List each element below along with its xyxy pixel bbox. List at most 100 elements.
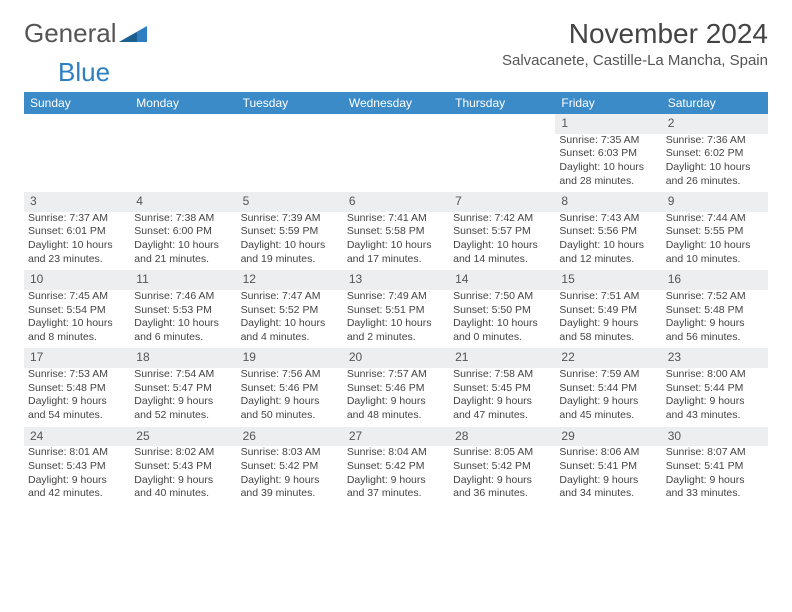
day-number-cell: 24	[24, 427, 130, 447]
day2-text: and 40 minutes.	[134, 487, 232, 501]
day1-text: Daylight: 9 hours	[666, 474, 764, 488]
sunrise-text: Sunrise: 7:58 AM	[453, 368, 551, 382]
day2-text: and 37 minutes.	[347, 487, 445, 501]
day2-text: and 8 minutes.	[28, 331, 126, 345]
day1-text: Daylight: 10 hours	[134, 317, 232, 331]
day-content-cell: Sunrise: 7:58 AMSunset: 5:45 PMDaylight:…	[449, 368, 555, 427]
day1-text: Daylight: 10 hours	[666, 161, 764, 175]
day-number-cell: 15	[555, 270, 661, 290]
sunset-text: Sunset: 6:00 PM	[134, 225, 232, 239]
day-number-cell: 22	[555, 348, 661, 368]
day-number-cell: 2	[662, 114, 768, 134]
day-number-row: 24252627282930	[24, 427, 768, 447]
day2-text: and 2 minutes.	[347, 331, 445, 345]
day1-text: Daylight: 9 hours	[134, 395, 232, 409]
day2-text: and 10 minutes.	[666, 253, 764, 267]
day2-text: and 43 minutes.	[666, 409, 764, 423]
day-content-cell: Sunrise: 7:46 AMSunset: 5:53 PMDaylight:…	[130, 290, 236, 349]
day2-text: and 56 minutes.	[666, 331, 764, 345]
day-content-row: Sunrise: 8:01 AMSunset: 5:43 PMDaylight:…	[24, 446, 768, 505]
day1-text: Daylight: 9 hours	[241, 474, 339, 488]
day1-text: Daylight: 10 hours	[241, 317, 339, 331]
day-number-cell: 6	[343, 192, 449, 212]
sunset-text: Sunset: 5:47 PM	[134, 382, 232, 396]
day1-text: Daylight: 9 hours	[347, 395, 445, 409]
day2-text: and 21 minutes.	[134, 253, 232, 267]
day2-text: and 52 minutes.	[134, 409, 232, 423]
day2-text: and 45 minutes.	[559, 409, 657, 423]
day1-text: Daylight: 9 hours	[347, 474, 445, 488]
sunset-text: Sunset: 5:53 PM	[134, 304, 232, 318]
day-number-cell: 8	[555, 192, 661, 212]
day2-text: and 26 minutes.	[666, 175, 764, 189]
day-content-cell: Sunrise: 8:01 AMSunset: 5:43 PMDaylight:…	[24, 446, 130, 505]
day1-text: Daylight: 9 hours	[28, 395, 126, 409]
day2-text: and 50 minutes.	[241, 409, 339, 423]
sunset-text: Sunset: 5:56 PM	[559, 225, 657, 239]
day-number-cell	[130, 114, 236, 134]
day1-text: Daylight: 10 hours	[347, 239, 445, 253]
day1-text: Daylight: 10 hours	[559, 161, 657, 175]
sunset-text: Sunset: 5:50 PM	[453, 304, 551, 318]
day-content-cell: Sunrise: 7:52 AMSunset: 5:48 PMDaylight:…	[662, 290, 768, 349]
day-content-cell: Sunrise: 7:53 AMSunset: 5:48 PMDaylight:…	[24, 368, 130, 427]
day1-text: Daylight: 10 hours	[241, 239, 339, 253]
sunrise-text: Sunrise: 7:50 AM	[453, 290, 551, 304]
day2-text: and 12 minutes.	[559, 253, 657, 267]
sunset-text: Sunset: 5:43 PM	[28, 460, 126, 474]
sunset-text: Sunset: 6:02 PM	[666, 147, 764, 161]
day2-text: and 0 minutes.	[453, 331, 551, 345]
day-number-cell: 20	[343, 348, 449, 368]
sunrise-text: Sunrise: 7:43 AM	[559, 212, 657, 226]
day-content-cell: Sunrise: 7:42 AMSunset: 5:57 PMDaylight:…	[449, 212, 555, 271]
day2-text: and 23 minutes.	[28, 253, 126, 267]
sunrise-text: Sunrise: 8:04 AM	[347, 446, 445, 460]
day-content-cell: Sunrise: 7:43 AMSunset: 5:56 PMDaylight:…	[555, 212, 661, 271]
day-content-cell: Sunrise: 8:00 AMSunset: 5:44 PMDaylight:…	[662, 368, 768, 427]
day-number-cell: 3	[24, 192, 130, 212]
day1-text: Daylight: 9 hours	[453, 395, 551, 409]
day-content-cell: Sunrise: 7:41 AMSunset: 5:58 PMDaylight:…	[343, 212, 449, 271]
sunrise-text: Sunrise: 7:38 AM	[134, 212, 232, 226]
day1-text: Daylight: 9 hours	[453, 474, 551, 488]
day1-text: Daylight: 9 hours	[28, 474, 126, 488]
day2-text: and 19 minutes.	[241, 253, 339, 267]
day-number-cell: 1	[555, 114, 661, 134]
day-number-cell	[449, 114, 555, 134]
sunrise-text: Sunrise: 7:36 AM	[666, 134, 764, 148]
logo: General	[24, 18, 147, 49]
sunrise-text: Sunrise: 8:07 AM	[666, 446, 764, 460]
day-content-row: Sunrise: 7:37 AMSunset: 6:01 PMDaylight:…	[24, 212, 768, 271]
day-number-row: 3456789	[24, 192, 768, 212]
sunset-text: Sunset: 5:55 PM	[666, 225, 764, 239]
sunset-text: Sunset: 5:52 PM	[241, 304, 339, 318]
weekday-header: Friday	[555, 92, 661, 114]
day-content-cell: Sunrise: 7:56 AMSunset: 5:46 PMDaylight:…	[237, 368, 343, 427]
day1-text: Daylight: 9 hours	[559, 317, 657, 331]
sunrise-text: Sunrise: 8:02 AM	[134, 446, 232, 460]
sunset-text: Sunset: 5:59 PM	[241, 225, 339, 239]
sunset-text: Sunset: 5:48 PM	[666, 304, 764, 318]
day1-text: Daylight: 10 hours	[453, 317, 551, 331]
day-content-cell	[130, 134, 236, 193]
day1-text: Daylight: 10 hours	[453, 239, 551, 253]
day-number-cell: 13	[343, 270, 449, 290]
day-number-row: 17181920212223	[24, 348, 768, 368]
sunset-text: Sunset: 5:48 PM	[28, 382, 126, 396]
day-number-cell	[343, 114, 449, 134]
day1-text: Daylight: 9 hours	[241, 395, 339, 409]
sunset-text: Sunset: 5:44 PM	[559, 382, 657, 396]
sunset-text: Sunset: 5:42 PM	[453, 460, 551, 474]
sunrise-text: Sunrise: 8:01 AM	[28, 446, 126, 460]
day-number-cell: 28	[449, 427, 555, 447]
day-content-cell: Sunrise: 8:02 AMSunset: 5:43 PMDaylight:…	[130, 446, 236, 505]
day-content-cell	[237, 134, 343, 193]
sunrise-text: Sunrise: 7:39 AM	[241, 212, 339, 226]
day-content-cell: Sunrise: 7:51 AMSunset: 5:49 PMDaylight:…	[555, 290, 661, 349]
sunset-text: Sunset: 5:45 PM	[453, 382, 551, 396]
weekday-header-row: Sunday Monday Tuesday Wednesday Thursday…	[24, 92, 768, 114]
day-content-cell: Sunrise: 8:04 AMSunset: 5:42 PMDaylight:…	[343, 446, 449, 505]
calendar-table: Sunday Monday Tuesday Wednesday Thursday…	[24, 92, 768, 505]
day-content-cell: Sunrise: 7:45 AMSunset: 5:54 PMDaylight:…	[24, 290, 130, 349]
day-content-cell: Sunrise: 7:59 AMSunset: 5:44 PMDaylight:…	[555, 368, 661, 427]
